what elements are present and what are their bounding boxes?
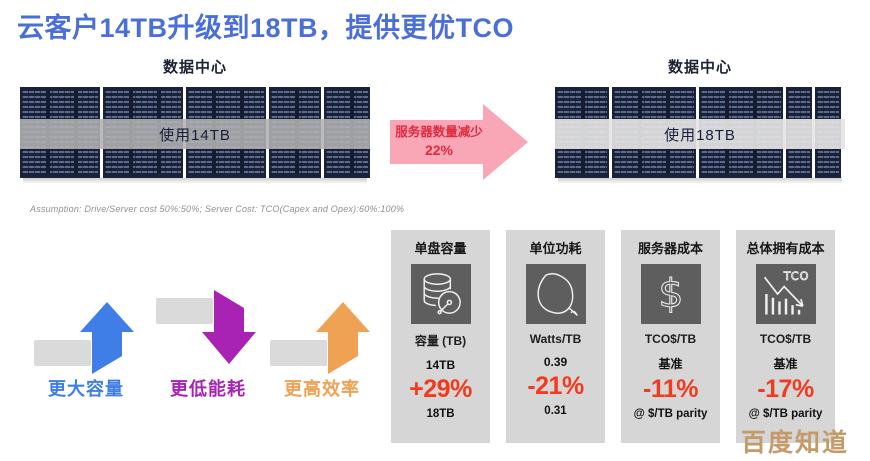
card-result: 0.31 <box>544 405 567 417</box>
rack-caption-18tb: 使用18TB <box>555 119 845 149</box>
card-unit: TCO$/TB <box>759 332 812 346</box>
card-unit: Watts/TB <box>529 332 582 346</box>
assumption-note: Assumption: Drive/Server cost 50%:50%; S… <box>30 204 405 214</box>
card-title: 总体拥有成本 <box>746 241 825 256</box>
card-baseline: 基准 <box>773 357 798 371</box>
server-reduction-arrow: 服务器数量减少 22% <box>390 104 528 180</box>
card-tco: 总体拥有成本 TCO TCO$/TB 基准 <box>736 230 835 443</box>
svg-text:TCO: TCO <box>782 270 809 283</box>
bent-up-arrow-icon <box>34 302 134 374</box>
bent-up-arrow-icon <box>270 302 370 374</box>
card-power: 单位功耗 Watts/TB 0.39 -21% 0.31 <box>506 230 605 443</box>
card-result: @ $/TB parity <box>748 408 823 420</box>
card-title: 单盘容量 <box>414 241 467 256</box>
card-disk-capacity: 单盘容量 容量 (T <box>391 230 490 443</box>
metric-cards: 单盘容量 容量 (T <box>391 230 835 443</box>
card-result: 18TB <box>426 408 455 420</box>
card-delta: -11% <box>643 375 698 403</box>
card-title: 服务器成本 <box>637 241 703 256</box>
leaf-icon <box>525 264 586 324</box>
tco-trend-icon: TCO <box>755 264 816 324</box>
benefit-power-label: 更低能耗 <box>170 379 246 399</box>
server-reduction-line1: 服务器数量减少 <box>395 125 483 140</box>
benefit-power: 更低能耗 <box>154 288 262 401</box>
right-arrow-shape <box>390 104 528 180</box>
card-unit: 容量 (TB) <box>414 334 467 348</box>
card-title: 单位功耗 <box>529 241 582 256</box>
card-server-cost: 服务器成本 $ TCO$/TB 基准 -11% @ $/TB parity <box>621 230 720 443</box>
datacenter-label-left: 数据中心 <box>162 59 227 76</box>
svg-text:$: $ <box>658 272 683 317</box>
card-baseline: 14TB <box>425 358 456 372</box>
benefit-efficiency: 更高效率 <box>268 288 376 401</box>
card-baseline: 基准 <box>658 357 683 371</box>
server-reduction-text: 服务器数量减少 22% <box>390 120 488 164</box>
card-delta: +29% <box>409 375 472 403</box>
datacenter-label-right: 数据中心 <box>667 59 732 76</box>
right-arrow-icon <box>390 104 528 180</box>
page-title: 云客户14TB升级到18TB，提供更优TCO <box>17 13 515 43</box>
watermark: 百度知道 <box>741 429 850 457</box>
rack-caption-14tb: 使用14TB <box>20 119 370 149</box>
card-result: @ $/TB parity <box>633 408 708 420</box>
card-delta: -17% <box>757 375 814 403</box>
disk-stack-gauge-icon <box>410 264 471 324</box>
dollar-icon: $ <box>640 264 701 324</box>
benefit-efficiency-label: 更高效率 <box>284 379 360 399</box>
server-rack-18tb: 使用18TB <box>555 87 845 184</box>
card-delta: -21% <box>527 372 584 400</box>
card-baseline: 0.39 <box>543 355 568 369</box>
card-unit: TCO$/TB <box>644 332 697 346</box>
benefit-capacity-label: 更大容量 <box>48 379 124 399</box>
server-rack-14tb: 使用14TB <box>20 87 370 184</box>
server-reduction-line2: 22% <box>424 141 454 158</box>
benefit-capacity: 更大容量 <box>32 288 140 401</box>
bent-down-arrow-icon <box>156 290 256 364</box>
